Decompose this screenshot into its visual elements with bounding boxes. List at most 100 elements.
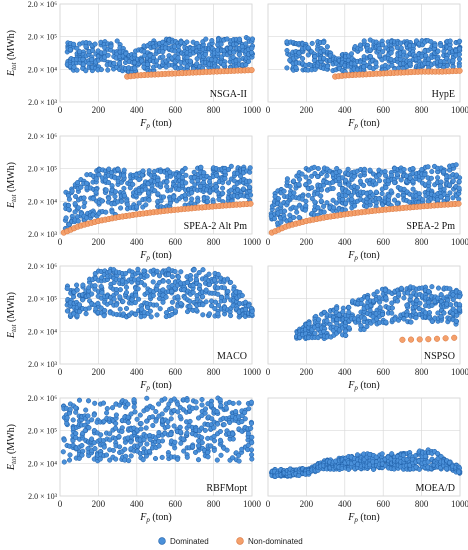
- dominated-point: [389, 305, 395, 311]
- dominated-point: [61, 459, 67, 465]
- dominated-point: [248, 425, 254, 431]
- dominated-point: [163, 294, 169, 300]
- dominated-point: [191, 267, 197, 273]
- x-tick-label: 1000: [451, 499, 468, 509]
- dominated-point: [184, 430, 190, 436]
- y-tick-label: 2.0 × 10⁶: [28, 0, 58, 9]
- dominated-point: [123, 289, 130, 296]
- dominated-point: [287, 183, 293, 190]
- dominated-point: [125, 401, 131, 407]
- dominated-point: [199, 396, 205, 403]
- dominated-point: [300, 56, 306, 62]
- dominated-point: [305, 192, 311, 198]
- x-tick-label: 200: [92, 237, 106, 247]
- dominated-point: [147, 308, 153, 314]
- dominated-point: [456, 185, 462, 191]
- dominated-point: [222, 176, 228, 182]
- dominated-point: [160, 299, 166, 305]
- dominated-point: [72, 201, 78, 207]
- dominated-point: [70, 417, 76, 423]
- dominated-point: [346, 305, 352, 311]
- dominated-point: [117, 60, 123, 66]
- dominated-point: [159, 454, 165, 460]
- dominated-point: [206, 311, 213, 317]
- dominated-point: [401, 295, 407, 301]
- dominated-point: [125, 419, 131, 426]
- dominated-point: [228, 279, 234, 285]
- dominated-point: [456, 46, 463, 52]
- dominated-point: [172, 268, 178, 275]
- dominated-point: [225, 288, 231, 294]
- x-tick-label: 800: [415, 499, 429, 509]
- dominated-point: [380, 49, 386, 55]
- dominated-point: [318, 198, 324, 204]
- dominated-point: [165, 278, 172, 285]
- dominated-point: [159, 438, 166, 444]
- scatter-points: [60, 163, 254, 236]
- dominated-point: [209, 38, 215, 44]
- dominated-point: [156, 401, 162, 407]
- x-tick-label: 600: [168, 105, 182, 115]
- dominated-point: [169, 274, 175, 280]
- dominated-point: [302, 207, 308, 213]
- dominated-point: [330, 185, 336, 192]
- dominated-point: [189, 196, 195, 202]
- dominated-point: [315, 166, 321, 172]
- dominated-point: [101, 313, 107, 319]
- dominated-point: [236, 52, 242, 58]
- dominated-point: [180, 436, 186, 442]
- dominated-point: [144, 395, 150, 401]
- dominated-point: [429, 169, 435, 175]
- y-tick-label: 2.0 × 10³: [28, 98, 58, 107]
- dominated-point: [247, 178, 253, 184]
- dominated-point: [249, 440, 255, 446]
- dominated-point: [334, 306, 340, 312]
- x-tick-label: 600: [376, 237, 390, 247]
- dominated-point: [376, 45, 382, 51]
- dominated-point: [456, 294, 463, 300]
- dominated-point: [441, 186, 447, 192]
- x-tick-label: 200: [300, 367, 314, 377]
- dominated-point: [217, 397, 223, 403]
- plot-area: [267, 397, 461, 497]
- panel-rbfmopt: 2.0 × 10³ 2.0 × 10⁴ 2.0 × 10⁵ 2.0 × 10⁶ 0 200…: [6, 394, 262, 524]
- dominated-point: [188, 276, 194, 282]
- dominated-point: [104, 410, 110, 416]
- dominated-point: [195, 457, 202, 463]
- dominated-point: [110, 447, 116, 453]
- dominated-point: [203, 36, 209, 42]
- x-tick-label: 1000: [451, 105, 468, 115]
- dominated-point: [211, 425, 217, 431]
- dominated-point: [395, 192, 401, 199]
- x-tick-label: 400: [338, 237, 352, 247]
- dominated-point: [101, 444, 107, 450]
- dominated-point: [230, 400, 236, 406]
- x-tick-label: 1000: [451, 237, 468, 247]
- dominated-point: [144, 441, 150, 447]
- x-tick-label: 1000: [243, 367, 262, 377]
- dominated-point: [132, 409, 138, 415]
- dominated-point: [184, 397, 190, 403]
- dominated-point: [282, 208, 288, 214]
- dominated-point: [146, 168, 152, 174]
- dominated-point: [214, 457, 220, 463]
- dominated-point: [183, 180, 189, 186]
- dominated-point: [242, 416, 248, 422]
- y-tick-label: 2.0 × 10⁴: [28, 197, 58, 206]
- scatter-points: [64, 35, 256, 80]
- panel-hype: 0 200 400 600 800 1000 Fp (ton) HypE: [266, 3, 468, 130]
- dominated-point: [175, 409, 181, 415]
- dominated-point: [299, 171, 305, 177]
- panel-label: SPEA-2 Pm: [406, 221, 455, 232]
- dominated-point: [249, 50, 255, 56]
- dominated-point: [236, 400, 242, 406]
- dominated-point: [93, 176, 99, 182]
- nondominated-point: [451, 334, 458, 341]
- dominated-point: [394, 201, 400, 207]
- dominated-point: [120, 298, 126, 305]
- dominated-point: [345, 166, 351, 172]
- x-tick-label: 200: [300, 237, 314, 247]
- x-tick-label: 1000: [451, 367, 468, 377]
- panel-label: MACO: [217, 351, 247, 362]
- dominated-point: [228, 313, 234, 319]
